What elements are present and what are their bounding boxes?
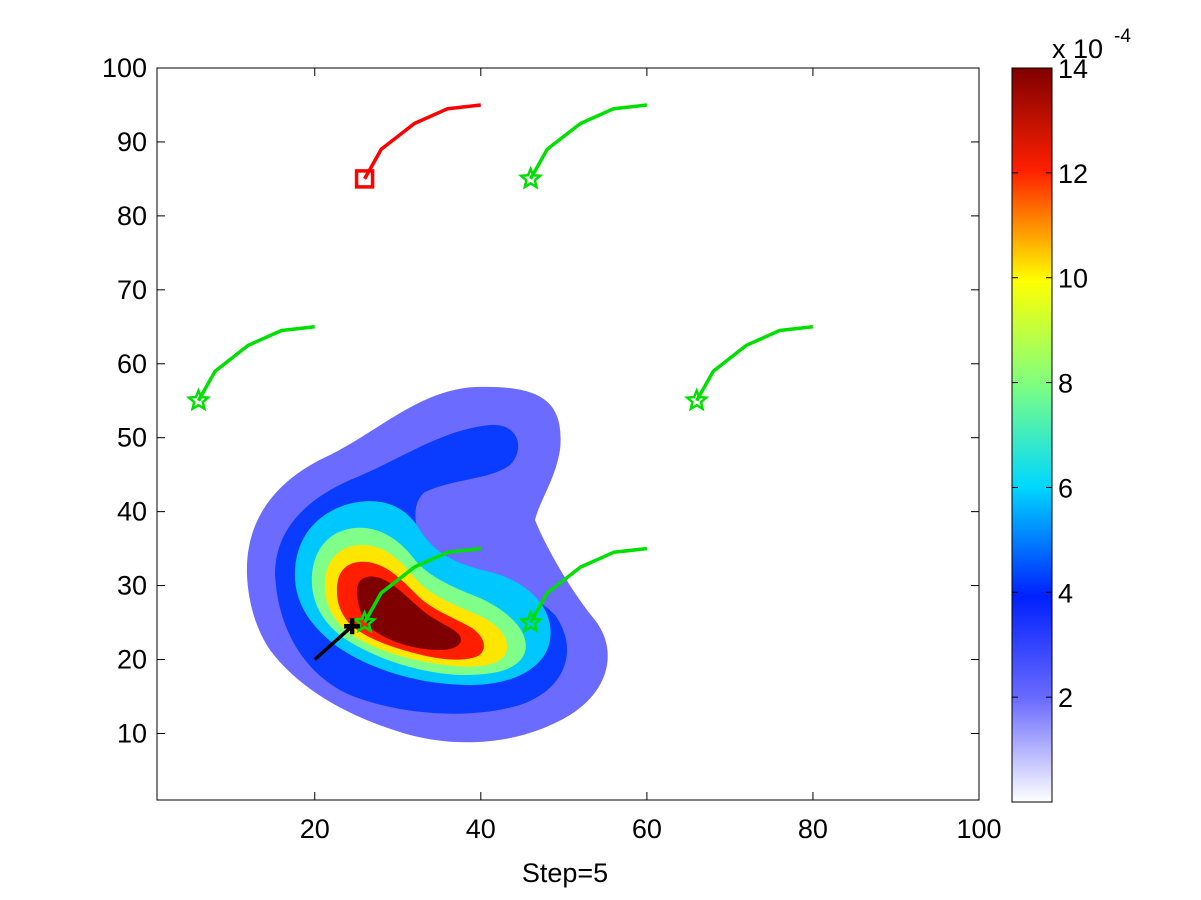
- colorbar-tick-label: 4: [1058, 578, 1073, 608]
- agent-2-trail: [196, 325, 315, 402]
- colorbar-tick-label: 2: [1058, 683, 1073, 713]
- y-tick-label: 20: [117, 645, 147, 675]
- x-axis-label: Step=5: [522, 858, 608, 888]
- colorbar-tick-label: 6: [1058, 473, 1073, 503]
- contour-level-13: [357, 576, 461, 650]
- source-estimate-plus-marker: [344, 618, 361, 635]
- y-tick-label: 80: [117, 201, 147, 231]
- colorbar-tick-label: 10: [1058, 264, 1088, 294]
- source-estimate-trail: [313, 624, 354, 661]
- y-tick-label: 30: [117, 571, 147, 601]
- agent-1-star-marker: [517, 165, 544, 190]
- x-tick-label: 80: [798, 814, 828, 844]
- agent-3-star-marker: [684, 387, 710, 412]
- agent-1-trail: [529, 103, 648, 180]
- colorbar-tick-label: 14: [1058, 54, 1088, 84]
- y-tick-label: 50: [117, 423, 147, 453]
- colorbar-exponent-power: -4: [1114, 26, 1131, 47]
- x-tick-label: 100: [956, 814, 1001, 844]
- colorbar-exponent-label: x 10: [1052, 34, 1103, 64]
- colorbar-tick-label: 12: [1058, 159, 1088, 189]
- agent-4-star-marker: [352, 609, 378, 634]
- target-square-marker: [354, 169, 375, 189]
- y-tick-label: 70: [117, 275, 147, 305]
- x-tick-label: 20: [300, 814, 330, 844]
- y-tick-label: 40: [117, 497, 147, 527]
- colorbar: [1011, 67, 1053, 803]
- colorbar-ticks: 2 4 6 8 10 12 14: [1012, 54, 1088, 713]
- agent-4-trail: [363, 546, 481, 624]
- agent-5-star-marker: [517, 609, 544, 634]
- y-tick-label: 100: [102, 53, 147, 83]
- contour-layers: [246, 386, 608, 743]
- colorbar-tick-label: 8: [1058, 369, 1073, 399]
- ticks-layer: 20 40 60 80 100 10 20 30 40 50 60 70 80 90 100: [102, 53, 1002, 844]
- y-tick-label: 10: [117, 718, 147, 748]
- x-tick-label: 60: [632, 814, 662, 844]
- agent-2-star-marker: [185, 387, 212, 412]
- y-tick-label: 90: [117, 127, 147, 157]
- axes-frame: [156, 67, 980, 801]
- agent-3-trail: [695, 325, 814, 402]
- target-trail: [363, 103, 481, 180]
- agents-layer: [185, 103, 814, 661]
- y-tick-label: 60: [117, 349, 147, 379]
- x-tick-label: 40: [466, 814, 496, 844]
- agent-5-trail: [529, 546, 648, 624]
